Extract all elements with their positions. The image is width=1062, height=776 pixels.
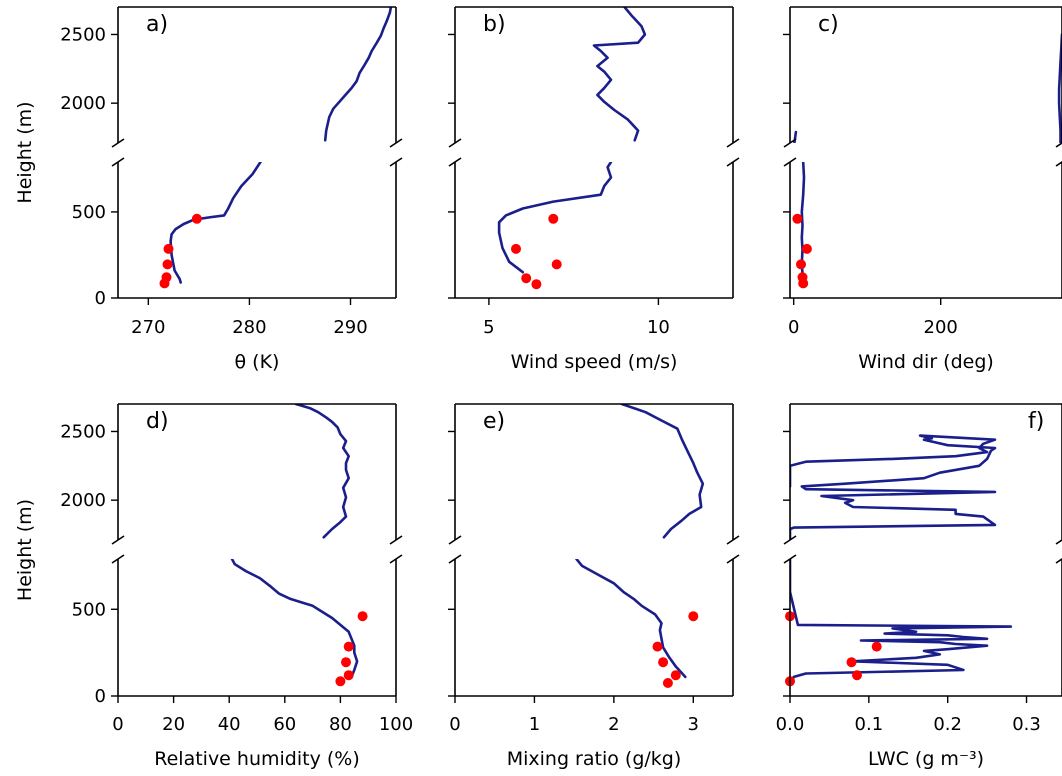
obs-point [653,642,663,652]
profile-line-0 [622,404,703,537]
panel-label: f) [1028,409,1044,434]
x-tick-label: 0.2 [933,714,962,735]
profile-line-0 [296,404,349,537]
x-tick-label: 5 [483,317,494,338]
panel-label: d) [146,409,169,434]
chart-panel-e: 0 1 2 3 Mixing ratio (g/kg) e) [448,404,739,770]
y-tick-label: 2000 [60,490,106,511]
panel-label: b) [483,12,506,37]
obs-point [511,244,521,254]
profile-line-1 [790,559,1011,680]
x-tick-label: 200 [924,317,958,338]
obs-point [658,657,668,667]
x-tick-label: 20 [162,714,185,735]
profile-line-1 [577,559,686,677]
obs-point [847,657,857,667]
x-tick-label: 100 [379,714,413,735]
x-tick-label: 60 [273,714,296,735]
panel-label: a) [146,12,168,37]
obs-point [192,214,202,224]
x-tick-label: 0 [788,317,799,338]
y-tick-label: 0 [95,288,106,309]
x-tick-label: 290 [333,317,367,338]
y-tick-label: 500 [72,599,106,620]
profile-line-1 [232,559,357,677]
x-axis-label: LWC (g m⁻³) [868,748,984,770]
chart-panel-f: 0.0 0.1 0.2 0.3 LWC (g m⁻³) f) [776,404,1062,770]
chart-panel-a: 270 280 290 2000 2500 0 500 θ (K) Height (m) a) [14,7,402,373]
obs-point [671,670,681,680]
obs-point [164,244,174,254]
obs-point [798,272,808,282]
axis-break-mark [1056,536,1062,544]
y-tick-label: 2000 [60,93,106,114]
obs-point [796,259,806,269]
panel-label: c) [818,12,839,37]
y-tick-label: 500 [72,202,106,223]
x-tick-label: 40 [218,714,241,735]
x-tick-label: 270 [131,317,165,338]
x-tick-label: 0.1 [855,714,884,735]
obs-point [531,279,541,289]
x-tick-label: 0.3 [1012,714,1041,735]
profile-line-1 [171,162,261,283]
obs-point [163,259,173,269]
x-axis-label: Wind dir (deg) [858,351,994,373]
x-tick-label: 0.0 [776,714,805,735]
chart-panel-b: 5 10 Wind speed (m/s) b) [448,7,739,373]
x-tick-label: 80 [329,714,352,735]
y-axis-label: Height (m) [14,499,36,601]
obs-point [802,244,812,254]
y-axis-label: Height (m) [14,101,36,203]
obs-point [521,273,531,283]
y-tick-label: 2500 [60,421,106,442]
obs-point [852,670,862,680]
obs-point [548,214,558,224]
x-tick-label: 10 [647,317,670,338]
obs-point [552,259,562,269]
axis-break-mark [1056,158,1062,166]
x-axis-label: Mixing ratio (g/kg) [507,748,682,770]
x-tick-label: 3 [688,714,699,735]
obs-point [358,611,368,621]
chart-panel-d: 0 20 40 60 80 100 2000 2500 0 500 Relative humidit… [14,404,413,770]
obs-point [162,272,172,282]
x-tick-label: 0 [112,714,123,735]
profile-line-0 [594,7,645,140]
x-axis-label: θ (K) [235,351,280,373]
obs-point [341,657,351,667]
axis-break-mark [1056,555,1062,563]
y-tick-label: 2500 [60,24,106,45]
obs-point [792,214,802,224]
x-axis-label: Wind speed (m/s) [511,351,678,373]
obs-point [335,676,345,686]
x-axis-label: Relative humidity (%) [154,748,359,770]
x-tick-label: 1 [529,714,540,735]
x-tick-label: 280 [232,317,266,338]
profile-line-0 [790,436,995,540]
obs-point [663,678,673,688]
profile-line-1 [794,132,796,143]
x-tick-label: 0 [449,714,460,735]
chart-panel-c: 0 200 Wind dir (deg) c) [783,7,1062,373]
obs-point [344,670,354,680]
obs-point [344,642,354,652]
y-tick-label: 0 [95,686,106,707]
obs-point [872,642,882,652]
x-tick-label: 2 [608,714,619,735]
profile-line-0 [325,7,391,140]
obs-point [688,611,698,621]
panel-label: e) [483,409,505,434]
